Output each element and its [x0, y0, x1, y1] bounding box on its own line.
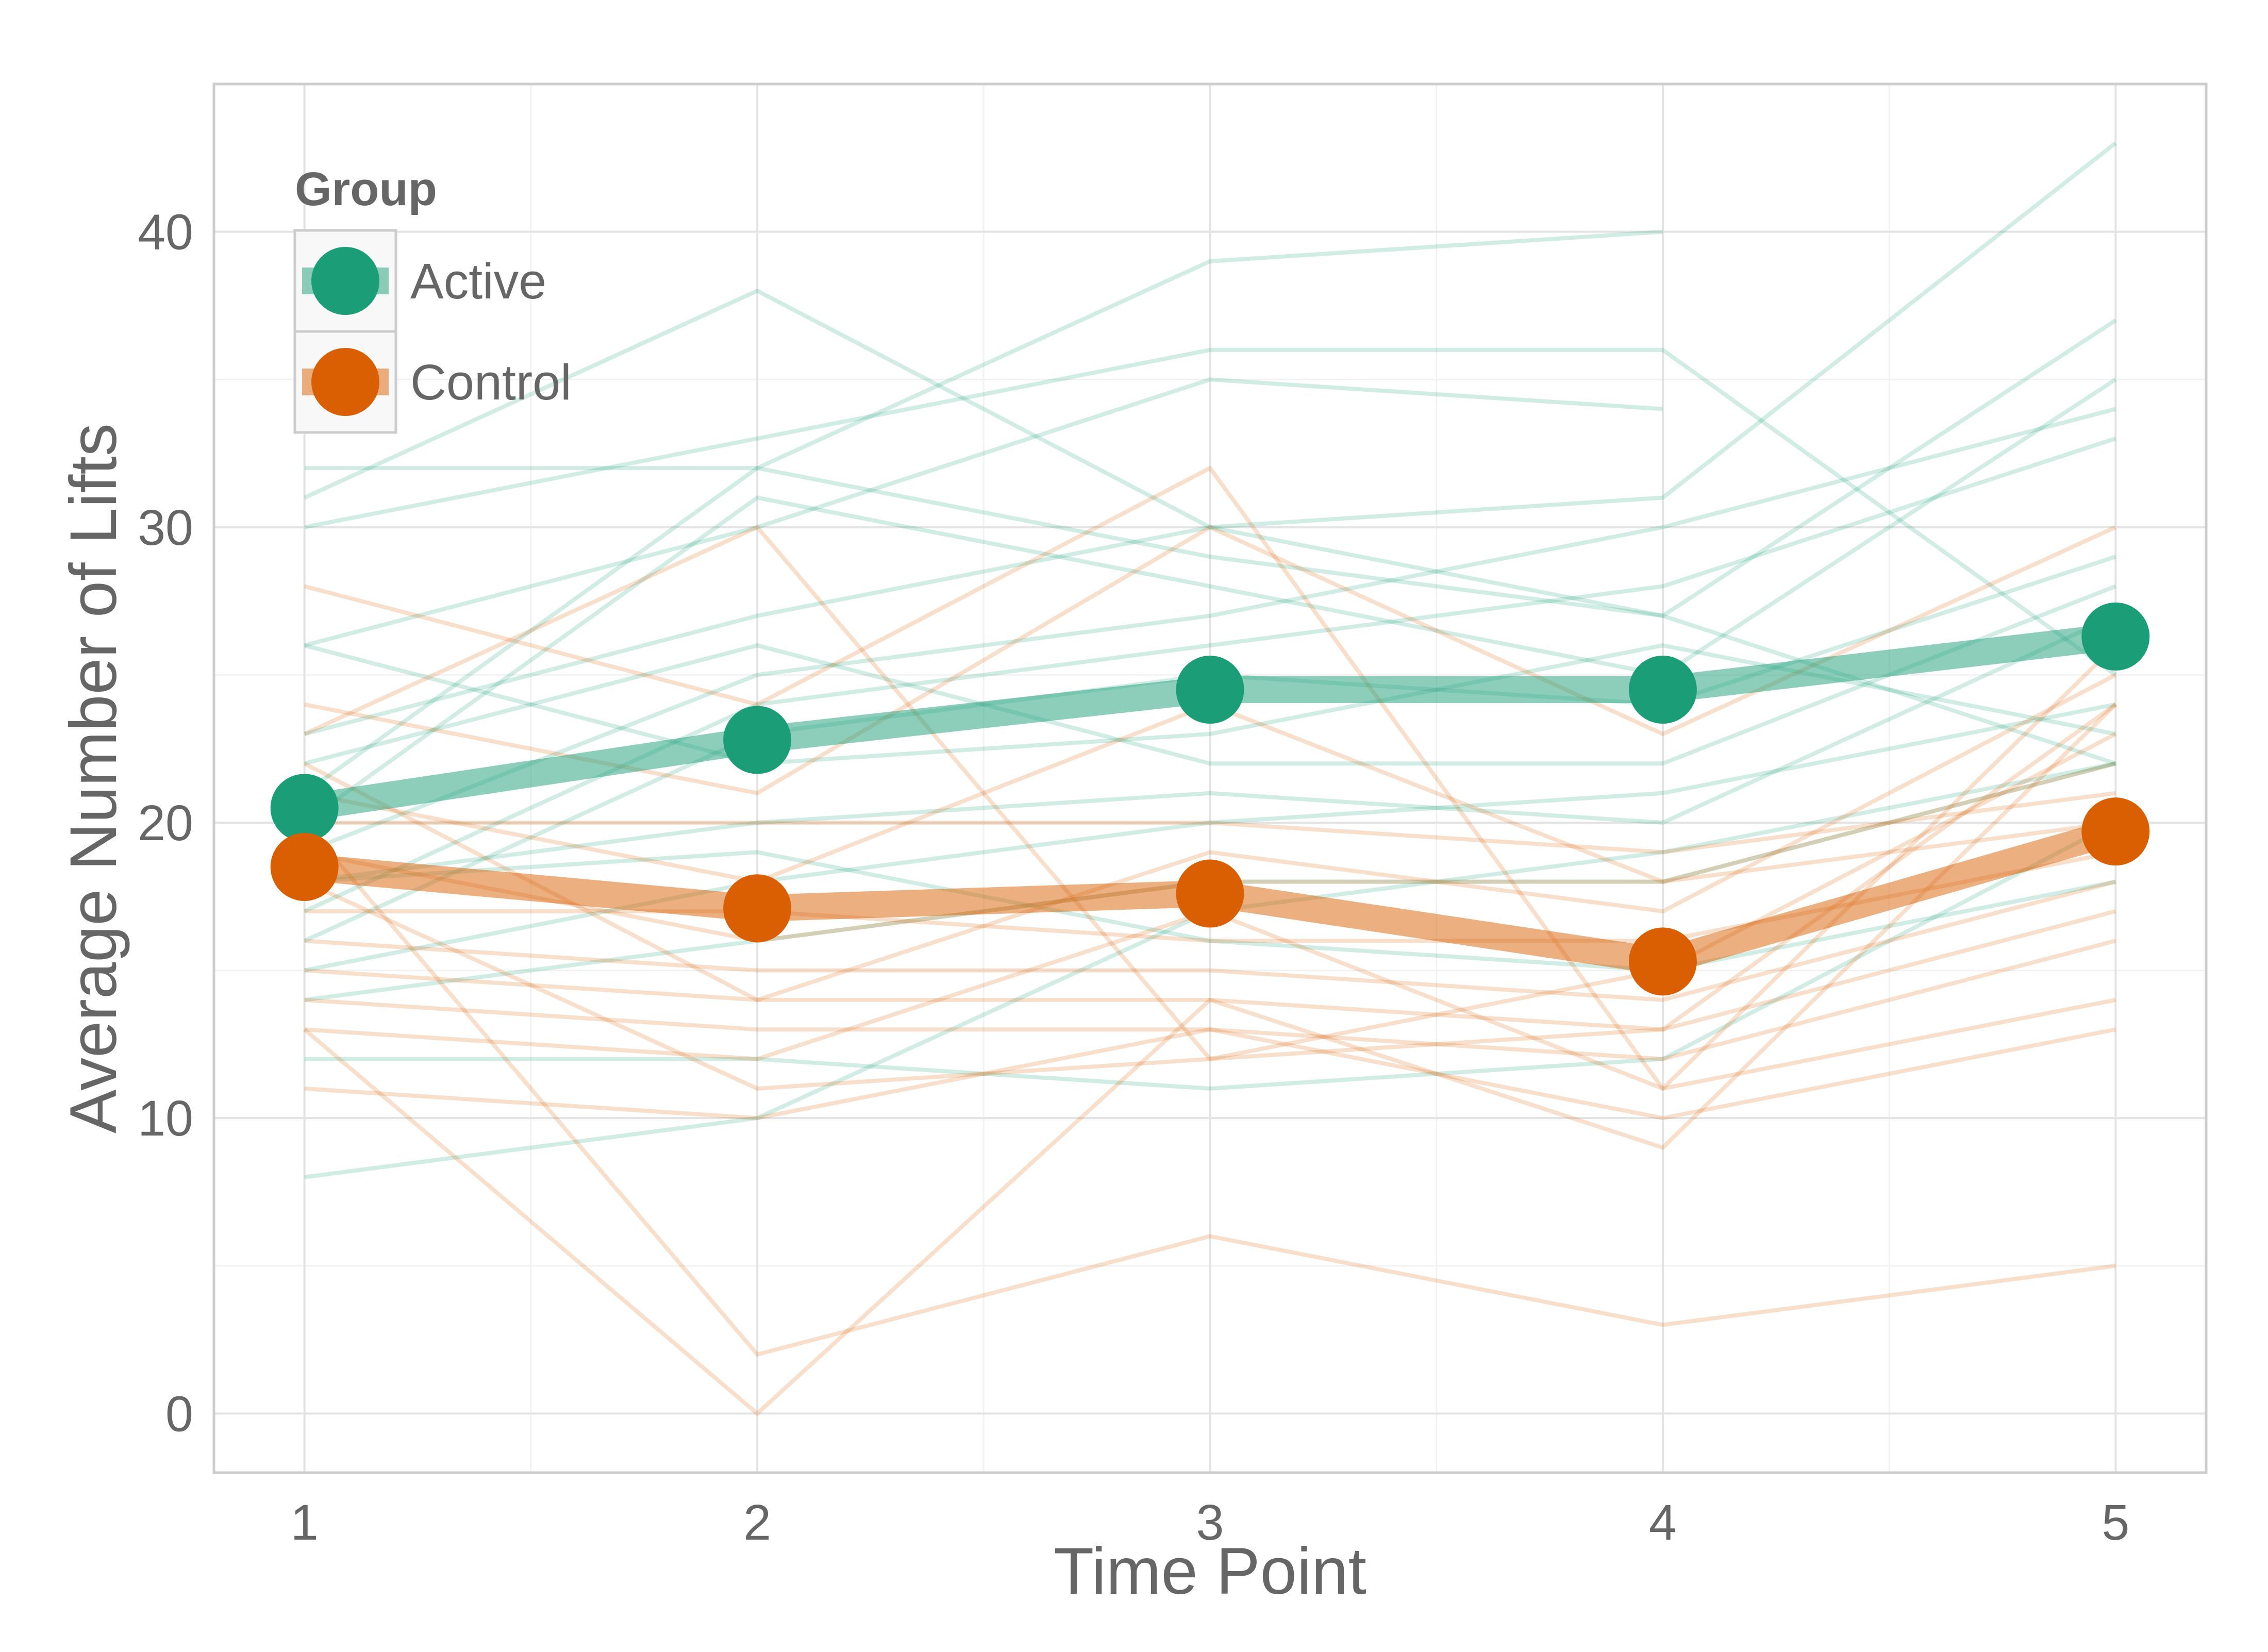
x-axis-ticks: 1 2 3 4 5 [291, 1494, 2130, 1550]
trajectory-line-active [303, 319, 2117, 795]
y-tick-label: 10 [138, 1090, 193, 1146]
mean-point-control [270, 832, 339, 901]
trajectory-line-control [303, 703, 2117, 1416]
x-tick-label: 4 [1649, 1494, 1677, 1550]
group-mean-points [270, 602, 2150, 996]
x-tick-label: 2 [743, 1494, 771, 1550]
y-tick-label: 20 [138, 795, 193, 851]
trajectory-line-control [304, 909, 2116, 1032]
x-tick-label: 1 [291, 1494, 319, 1550]
y-tick-label: 30 [138, 499, 193, 556]
trajectory-line-control [304, 939, 2116, 1061]
mean-point-control [1176, 859, 1244, 928]
trajectory-line-active [303, 377, 2117, 825]
mean-point-active [723, 706, 792, 774]
trajectory-line-active [304, 407, 2116, 855]
mean-point-active [2081, 602, 2150, 671]
legend-key-point-active [311, 247, 379, 315]
mean-point-control [1628, 927, 1697, 996]
legend-label-active: Active [410, 253, 546, 309]
x-axis-title: Time Point [1054, 1534, 1366, 1608]
trajectory-line-active [304, 377, 1663, 647]
x-tick-label: 3 [1196, 1494, 1224, 1550]
trajectory-line-active [304, 141, 2117, 736]
legend: Group Active Control [293, 163, 572, 434]
trajectory-line-active [304, 702, 2116, 973]
mean-point-active [270, 774, 339, 842]
trajectory-line-control [304, 791, 2116, 855]
legend-label-control: Control [410, 354, 572, 410]
mean-point-control [2081, 797, 2150, 866]
panel-border [212, 82, 2208, 1474]
mean-point-control [723, 874, 792, 943]
trajectory-line-active [304, 229, 1663, 471]
y-axis-title: Average Number of Lifts [57, 423, 130, 1133]
y-tick-label: 40 [138, 204, 193, 260]
legend-keys: Active Control [293, 229, 572, 434]
mean-point-active [1628, 656, 1697, 724]
mean-point-active [1176, 656, 1244, 724]
y-axis-ticks: 0 10 20 30 40 [138, 204, 193, 1442]
trajectory-line-active [304, 347, 2117, 677]
legend-key-point-control [311, 348, 379, 416]
trajectory-line-active [304, 584, 2116, 766]
trajectory-line-control [303, 821, 2116, 1357]
trajectory-line-control [304, 879, 2116, 1002]
trajectory-line-control [303, 673, 2117, 1002]
y-tick-label: 0 [165, 1386, 193, 1442]
legend-title: Group [295, 163, 437, 215]
trajectory-line-active [304, 850, 2116, 973]
trajectory-line-active [304, 821, 2117, 1091]
trajectory-line-control [304, 1027, 2116, 1121]
trajectory-line-control [304, 466, 2117, 1091]
trajectory-line-active [304, 614, 2116, 884]
trajectory-line-control [304, 732, 2117, 1091]
x-tick-label: 5 [2102, 1494, 2129, 1550]
